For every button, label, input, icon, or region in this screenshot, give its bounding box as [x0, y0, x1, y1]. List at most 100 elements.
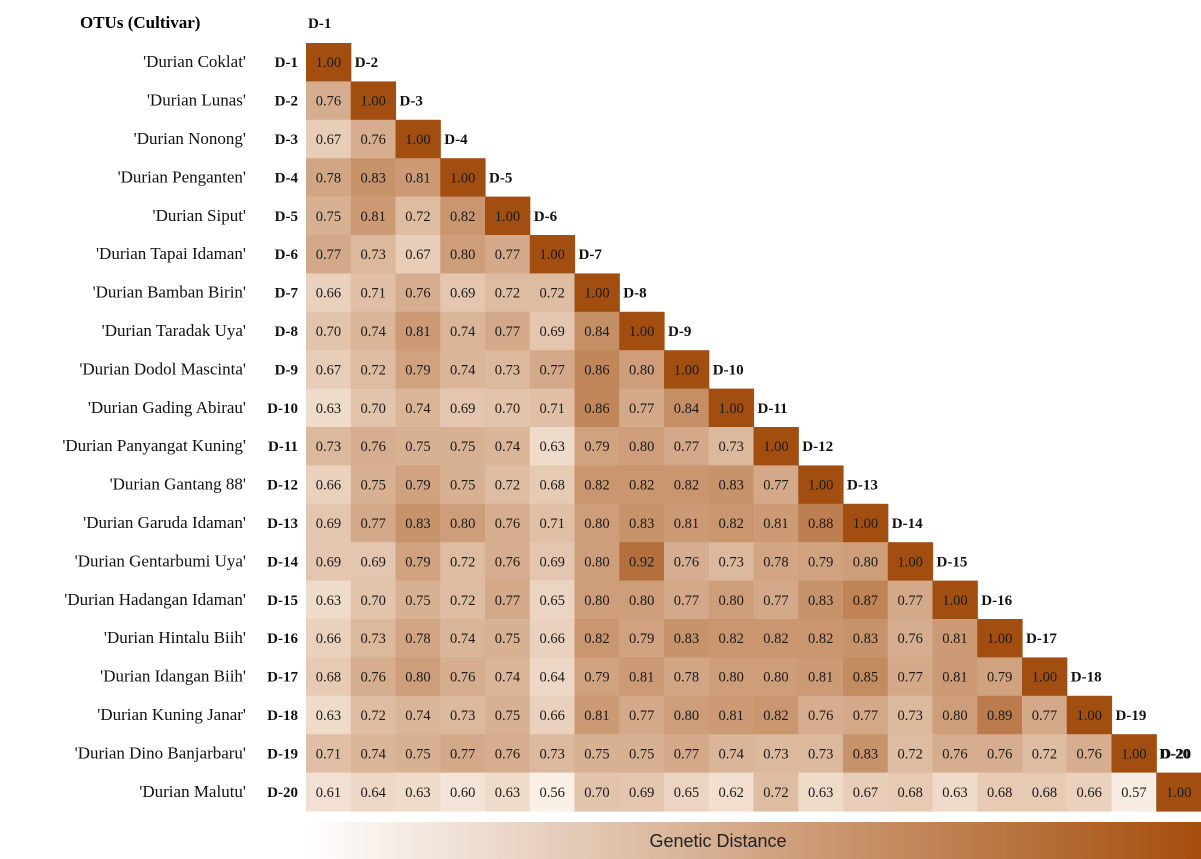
heatmap-cell — [440, 734, 486, 774]
heatmap-cell — [708, 734, 755, 774]
heatmap-cell — [306, 772, 352, 812]
heatmap-cell — [485, 695, 531, 735]
heatmap-cell — [574, 695, 620, 735]
heatmap-cell — [574, 657, 620, 697]
cell-value-label: 0.75 — [495, 708, 520, 724]
heatmap-cell — [529, 580, 576, 620]
cell-value-label: 0.71 — [539, 401, 564, 417]
cell-value-label: 0.66 — [539, 631, 564, 647]
heatmap-cell — [619, 734, 665, 774]
cell-value-label: 1.00 — [718, 401, 743, 417]
heatmap-cell — [395, 657, 441, 697]
heatmap-cell — [395, 119, 441, 159]
row-cultivar-label: 'Durian Panyangat Kuning' — [62, 436, 246, 455]
cell-value-label: 0.74 — [405, 401, 431, 417]
cell-value-label: 0.66 — [539, 708, 564, 724]
cell-value-label: 0.82 — [718, 516, 743, 532]
heatmap-cell — [664, 542, 710, 582]
column-code-label: D-3 — [400, 94, 423, 110]
heatmap-cell — [843, 772, 889, 812]
cell-value-label: 0.76 — [360, 670, 385, 686]
row-cultivar-label: 'Durian Bamban Birin' — [93, 283, 246, 302]
cell-value-label: 0.77 — [316, 247, 341, 263]
row-code-label: D-4 — [275, 170, 299, 186]
cell-value-label: 0.79 — [629, 631, 654, 647]
heatmap-cell — [306, 503, 352, 543]
cell-value-label: 0.81 — [763, 516, 788, 532]
row-cultivar-label: 'Durian Gantang 88' — [110, 475, 246, 494]
heatmap-cell — [753, 580, 799, 620]
cell-value-label: 0.82 — [718, 631, 743, 647]
heatmap-cell — [485, 580, 531, 620]
cell-value-label: 1.00 — [316, 55, 341, 71]
row-cultivar-label: 'Durian Kuning Janar' — [97, 705, 246, 724]
cell-value-label: 0.69 — [450, 401, 475, 417]
cell-value-label: 0.72 — [763, 785, 788, 801]
heatmap-cell — [350, 158, 397, 198]
heatmap-cell — [664, 657, 710, 697]
cell-value-label: 0.63 — [539, 439, 564, 455]
column-code-label: D-4 — [444, 132, 468, 148]
cell-value-label: 0.80 — [853, 554, 878, 570]
row-code-label: D-3 — [275, 132, 298, 148]
cell-value-label: 0.83 — [853, 746, 878, 762]
heatmap-cell — [798, 695, 844, 735]
heatmap-cell — [843, 657, 889, 697]
cell-value-label: 0.66 — [316, 286, 341, 302]
heatmap-cell — [306, 311, 352, 351]
cell-value-label: 0.76 — [316, 94, 341, 110]
column-code-label: D-6 — [534, 209, 558, 225]
cell-value-label: 0.76 — [450, 670, 475, 686]
cell-value-label: 0.70 — [360, 401, 385, 417]
column-code-label: D-15 — [937, 554, 968, 570]
cell-value-label: 0.72 — [897, 746, 922, 762]
cell-value-label: 0.63 — [808, 785, 833, 801]
row-code-label: D-18 — [267, 708, 298, 724]
heatmap-cell — [350, 388, 397, 428]
cell-value-label: 1.00 — [1076, 708, 1101, 724]
cell-value-label: 0.74 — [360, 746, 386, 762]
heatmap-cell — [574, 734, 620, 774]
cell-value-label: 0.74 — [450, 324, 476, 340]
cell-value-label: 0.67 — [405, 247, 430, 263]
heatmap-cell — [798, 542, 844, 582]
heatmap-cell — [306, 81, 352, 121]
cell-value-label: 0.80 — [763, 670, 788, 686]
cell-value-label: 0.77 — [495, 324, 520, 340]
heatmap-cell — [664, 772, 710, 812]
cell-value-label: 0.77 — [495, 247, 520, 263]
heatmap-cell — [529, 772, 576, 812]
row-code-label: D-9 — [275, 362, 298, 378]
heatmap-cell — [574, 427, 620, 466]
heatmap-cell — [574, 580, 620, 620]
heatmap-cell — [932, 734, 978, 774]
heatmap-cell — [350, 657, 397, 697]
heatmap-cell — [485, 542, 531, 582]
heatmap-cell — [395, 196, 441, 236]
heatmap-cell — [350, 350, 397, 390]
heatmap-cell — [753, 427, 799, 466]
heatmap-cell — [708, 619, 755, 658]
cell-value-label: 0.74 — [495, 439, 521, 455]
cell-value-label: 0.77 — [897, 593, 922, 609]
cell-value-label: 0.77 — [897, 670, 922, 686]
row-code-label: D-20 — [267, 785, 298, 801]
cell-value-label: 0.73 — [360, 247, 385, 263]
cell-value-label: 0.76 — [360, 132, 385, 148]
heatmap-cell — [619, 427, 665, 466]
cell-value-label: 0.70 — [316, 324, 341, 340]
column-code-label: D-14 — [892, 516, 923, 532]
cell-value-label: 0.81 — [629, 670, 654, 686]
row-code-label: D-16 — [267, 631, 298, 647]
heatmap-cell — [932, 580, 978, 620]
cell-value-label: 0.68 — [987, 785, 1012, 801]
cell-value-label: 0.57 — [1121, 785, 1146, 801]
cell-value-label: 0.74 — [360, 324, 386, 340]
heatmap-cell — [306, 695, 352, 735]
heatmap-cell — [395, 350, 441, 390]
heatmap-cell — [485, 772, 531, 812]
heatmap-cell — [529, 273, 576, 313]
cell-value-label: 0.65 — [674, 785, 699, 801]
cell-value-label: 0.77 — [450, 746, 475, 762]
